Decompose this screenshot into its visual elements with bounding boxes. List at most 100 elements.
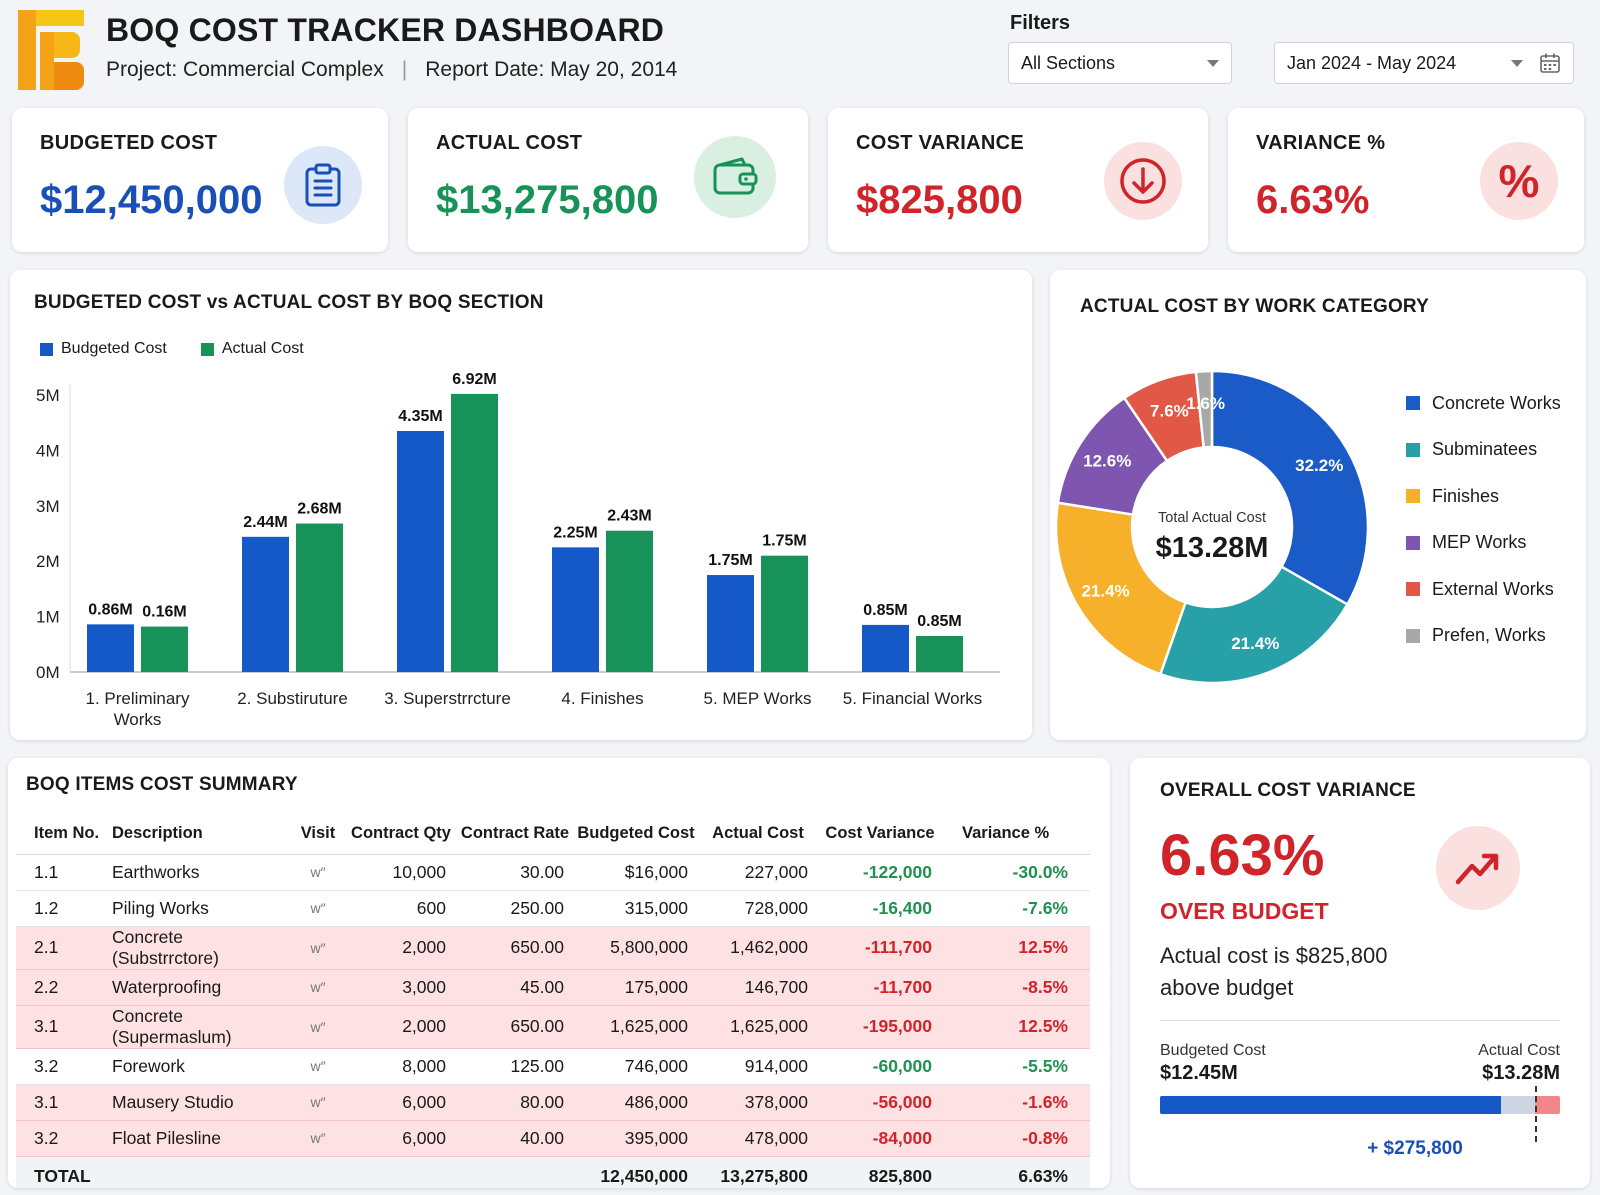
- page-title: BOQ COST TRACKER DASHBOARD: [106, 12, 665, 48]
- cell-var: -111,700: [818, 926, 942, 970]
- cell-qty: 3,000: [346, 969, 456, 1006]
- overall-value: 6.63%: [1160, 823, 1325, 888]
- col-header[interactable]: Visit: [290, 814, 346, 855]
- divider: [1160, 1020, 1560, 1021]
- total-empty-cell: [290, 1156, 346, 1188]
- bar-budgeted[interactable]: [862, 624, 909, 672]
- cell-pct: 12.5%: [942, 926, 1090, 970]
- col-header[interactable]: Budgeted Cost: [574, 814, 698, 855]
- col-header[interactable]: Description: [100, 814, 290, 855]
- cell-budget: 315,000: [574, 890, 698, 927]
- bar-chart-legend: Budgeted Cost Actual Cost: [40, 340, 304, 358]
- table-row[interactable]: 3.2 Forework w″ 8,000 125.00 746,000 914,000 -6…: [16, 1048, 1090, 1085]
- section-filter-select[interactable]: All Sections: [1008, 42, 1232, 84]
- bar-value-label: 2.68M: [297, 501, 341, 518]
- donut-slice[interactable]: [1210, 369, 1370, 607]
- calendar-icon[interactable]: [1539, 52, 1561, 74]
- cell-item: 3.2: [16, 1048, 100, 1085]
- clipboard-icon: [284, 146, 362, 224]
- bar-actual[interactable]: [141, 626, 188, 672]
- cell-pct: -1.6%: [942, 1084, 1090, 1121]
- kpi-cost-variance: COST VARIANCE $825,800: [828, 108, 1208, 252]
- table-row[interactable]: 3.1 Concrete (Supermaslum) w″ 2,000 650.00 1,…: [16, 1005, 1090, 1049]
- table-row[interactable]: 3.1 Mausery Studio w″ 6,000 80.00 486,000 378,…: [16, 1084, 1090, 1121]
- legend-label: Finishes: [1432, 485, 1500, 506]
- cell-visit: w″: [290, 1120, 346, 1157]
- cell-pct: -30.0%: [942, 854, 1090, 891]
- cell-visit: w″: [290, 890, 346, 927]
- cell-rate: 80.00: [456, 1084, 574, 1121]
- cell-actual: 378,000: [698, 1084, 818, 1121]
- subtitle: Project: Commercial Complex | Report Date:…: [106, 58, 677, 82]
- table-total-row: TOTAL 12,450,000 13,275,800 825,800 6.63%: [16, 1156, 1090, 1188]
- kpi-label: COST VARIANCE: [856, 132, 1024, 154]
- cell-desc: Forework: [100, 1048, 290, 1085]
- section-filter-value: All Sections: [1021, 52, 1116, 73]
- legend-item: MEP Works: [1406, 520, 1561, 567]
- logo-icon: [18, 10, 84, 90]
- date-range-select[interactable]: Jan 2024 - May 2024: [1274, 42, 1574, 84]
- cell-actual: 227,000: [698, 854, 818, 891]
- table-row[interactable]: 1.1 Earthworks w″ 10,000 30.00 $16,000 227,000…: [16, 854, 1090, 891]
- gap-fill: [1501, 1096, 1536, 1114]
- bar-budgeted[interactable]: [707, 575, 754, 672]
- cell-pct: 12.5%: [942, 1005, 1090, 1049]
- donut-center-value: $13.28M: [1155, 532, 1269, 564]
- bar-actual[interactable]: [451, 393, 498, 672]
- donut-legend: Concrete Works Subminatees Finishes MEP Wor…: [1406, 380, 1561, 659]
- bar-actual[interactable]: [761, 555, 808, 672]
- y-tick-label: 3M: [36, 497, 60, 516]
- project-name: Project: Commercial Complex: [106, 58, 384, 81]
- cell-item: 1.2: [16, 890, 100, 927]
- boq-table: Item No. Description Visit Contract Qty …: [16, 814, 1090, 1188]
- legend-label: Concrete Works: [1432, 392, 1561, 413]
- overall-title: OVERALL COST VARIANCE: [1160, 780, 1416, 801]
- donut-chart: 32.2% 21.4% 21.4% 12.6% 7.6%1.6%: [1054, 369, 1370, 685]
- bar-budgeted[interactable]: [87, 624, 134, 672]
- cell-desc: Concrete (Supermaslum): [100, 1005, 290, 1049]
- donut-slice[interactable]: [1054, 501, 1188, 676]
- actual-bar-value: $13.28M: [1482, 1062, 1560, 1084]
- legend-item-budgeted: Budgeted Cost: [40, 340, 167, 358]
- y-tick-label: 4M: [36, 441, 60, 460]
- col-header[interactable]: Actual Cost: [698, 814, 818, 855]
- table-row[interactable]: 3.2 Float Pilesline w″ 6,000 40.00 395,000 478…: [16, 1120, 1090, 1157]
- bar-value-label: 1.75M: [708, 552, 752, 569]
- total-empty-cell: [346, 1156, 456, 1188]
- table-row[interactable]: 2.2 Waterproofing w″ 3,000 45.00 175,000 146,7…: [16, 969, 1090, 1006]
- table-row[interactable]: 1.2 Piling Works w″ 600 250.00 315,000 728,000…: [16, 890, 1090, 927]
- total-actual: 13,275,800: [698, 1156, 818, 1188]
- bar-actual[interactable]: [296, 523, 343, 672]
- bar-value-label: 2.44M: [243, 514, 287, 531]
- legend-item: External Works: [1406, 566, 1561, 613]
- col-header[interactable]: Cost Variance: [818, 814, 942, 855]
- subtitle-separator: |: [401, 58, 408, 81]
- cell-item: 2.2: [16, 969, 100, 1006]
- bar-budgeted[interactable]: [242, 536, 289, 672]
- cell-budget: $16,000: [574, 854, 698, 891]
- col-header[interactable]: Contract Rate: [456, 814, 574, 855]
- cell-var: -122,000: [818, 854, 942, 891]
- cell-qty: 10,000: [346, 854, 456, 891]
- col-header[interactable]: Contract Qty: [346, 814, 456, 855]
- col-header[interactable]: Variance %: [942, 814, 1090, 855]
- trend-up-icon: [1436, 826, 1520, 910]
- cell-item: 1.1: [16, 854, 100, 891]
- donut-slice[interactable]: [1194, 369, 1214, 449]
- col-header[interactable]: Item No.: [16, 814, 100, 855]
- legend-label: External Works: [1432, 578, 1554, 599]
- cell-rate: 45.00: [456, 969, 574, 1006]
- bar-value-label: 0.85M: [863, 602, 907, 619]
- bar-value-label: 1.75M: [762, 533, 806, 550]
- x-tick-label: 5. Financial Works: [843, 689, 983, 708]
- bar-actual[interactable]: [606, 530, 653, 672]
- bar-budgeted[interactable]: [397, 431, 444, 672]
- legend-item: Finishes: [1406, 473, 1561, 520]
- donut-slice[interactable]: [1158, 564, 1350, 685]
- legend-label: Subminatees: [1432, 439, 1538, 460]
- table-row[interactable]: 2.1 Concrete (Substrrctore) w″ 2,000 650.00 5…: [16, 926, 1090, 970]
- cell-visit: w″: [290, 1084, 346, 1121]
- bar-budgeted[interactable]: [552, 547, 599, 672]
- bar-actual[interactable]: [916, 635, 963, 672]
- cell-visit: w″: [290, 926, 346, 970]
